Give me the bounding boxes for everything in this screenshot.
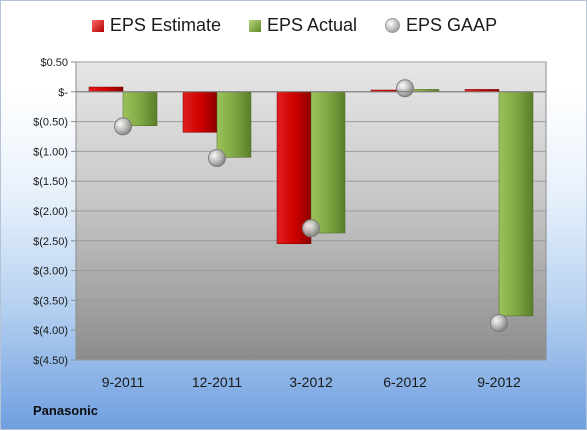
legend-swatch-estimate [91, 19, 104, 32]
bar-eps-actual [310, 91, 346, 234]
y-tick-label: $(2.00) [33, 206, 68, 218]
y-tick-label: $(3.00) [33, 266, 68, 278]
y-tick-label: $0.50 [40, 57, 68, 69]
marker-eps-gaap [114, 117, 132, 136]
legend-label-gaap: EPS GAAP [406, 15, 498, 35]
y-tick-label: $(1.50) [33, 176, 68, 188]
bar-eps-estimate [88, 86, 124, 93]
marker-eps-gaap [490, 314, 508, 333]
y-tick-label: $(0.50) [33, 117, 68, 129]
x-tick-label: 3-2012 [289, 374, 333, 390]
legend-item-estimate: EPS Estimate [91, 15, 221, 36]
legend-swatch-gaap [385, 18, 401, 33]
y-tick-label: $- [58, 87, 68, 99]
legend-item-actual: EPS Actual [248, 15, 358, 36]
marker-eps-gaap [302, 219, 320, 238]
x-tick-label: 9-2012 [477, 374, 521, 390]
y-tick-label: $(4.00) [33, 325, 68, 337]
x-tick-label: 9-2011 [102, 374, 145, 390]
marker-eps-gaap [208, 148, 226, 167]
legend-swatch-actual [248, 19, 261, 32]
legend: EPS Estimate EPS Actual EPS GAAP [1, 15, 587, 36]
bar-eps-actual [498, 91, 534, 317]
y-tick-label: $(4.50) [33, 355, 68, 367]
bar-eps-actual [216, 91, 252, 158]
x-tick-label: 6-2012 [383, 374, 427, 390]
y-tick-label: $(1.00) [33, 146, 68, 158]
legend-item-gaap: EPS GAAP [385, 15, 497, 36]
x-tick-label: 12-2011 [192, 374, 243, 390]
company-name: Panasonic [33, 403, 99, 418]
legend-label-actual: EPS Actual [266, 15, 358, 35]
bar-eps-estimate [182, 91, 218, 133]
y-tick-label: $(3.50) [33, 295, 68, 307]
marker-eps-gaap [396, 79, 414, 98]
legend-label-estimate: EPS Estimate [109, 15, 221, 35]
y-tick-label: $(2.50) [33, 236, 68, 248]
bar-eps-estimate [276, 91, 312, 245]
